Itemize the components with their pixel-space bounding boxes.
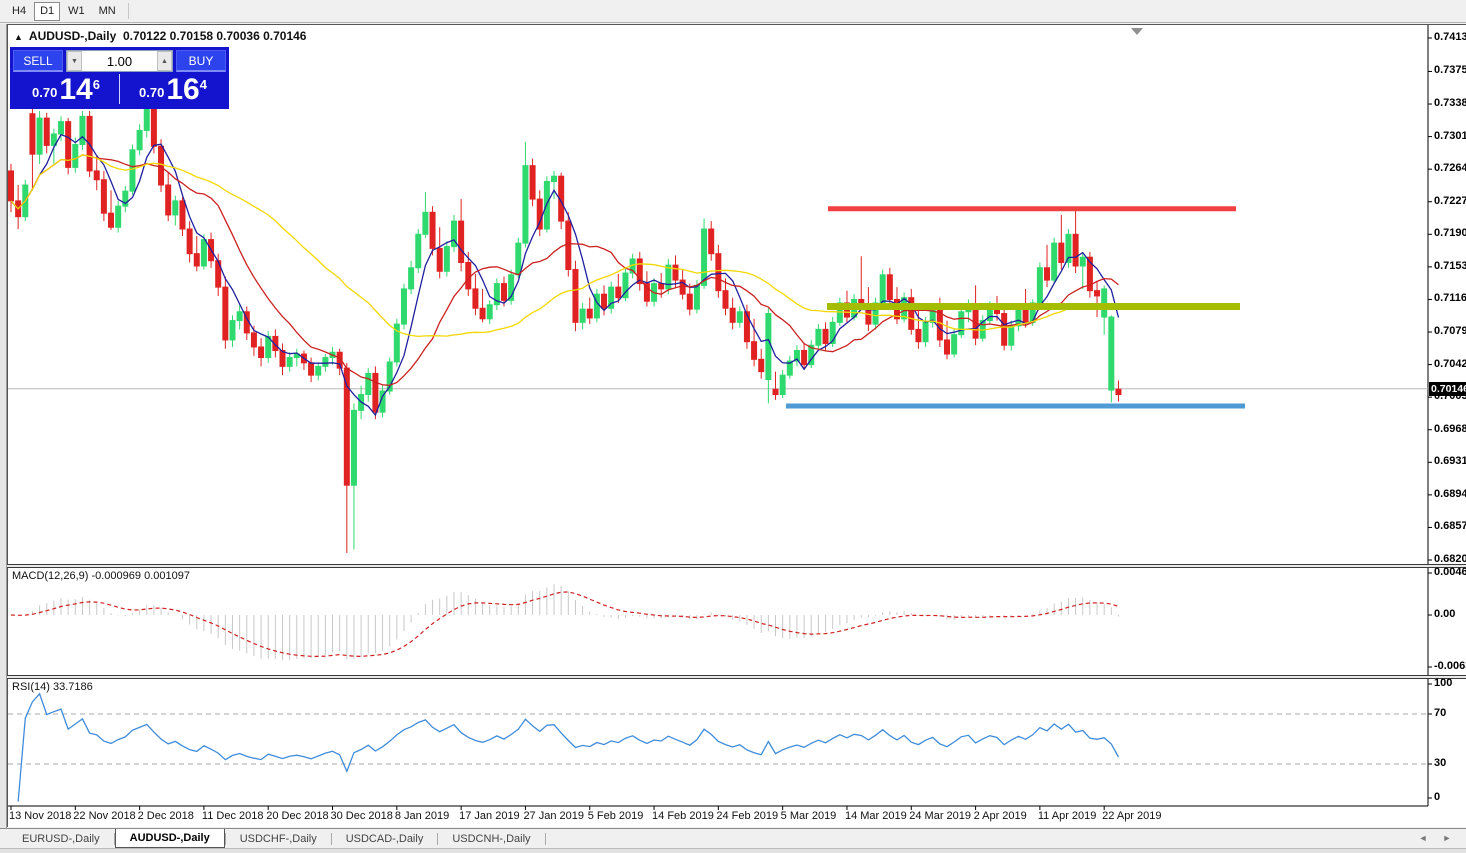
buy-button[interactable]: BUY: [176, 50, 226, 72]
ma-slow-line: [10, 154, 1119, 338]
date-axis-label: 14 Mar 2019: [844, 810, 907, 822]
tab-separator: [437, 832, 439, 845]
chart-tab-usdcad[interactable]: USDCAD-,Daily: [345, 832, 424, 845]
tab-separator: [330, 832, 332, 845]
date-axis-label: 11 Dec 2018: [201, 810, 264, 822]
date-axis-label: 5 Mar 2019: [780, 810, 837, 822]
macd-axis-label: -0.00639: [1434, 660, 1466, 672]
buy-price-main: 16: [166, 73, 200, 106]
timeframe-button-h4[interactable]: H4: [6, 2, 32, 21]
macd-histogram: [17, 584, 1119, 661]
date-axis-label: 30 Dec 2018: [330, 810, 393, 822]
chart-tab-usdchf[interactable]: USDCHF-,Daily: [239, 832, 317, 845]
tab-separator: [113, 832, 115, 845]
date-axis-label: 14 Feb 2019: [652, 810, 714, 822]
status-strip: [0, 848, 1466, 853]
price-chart-canvas[interactable]: [0, 0, 1466, 828]
rsi-axis-label: 0: [1434, 791, 1441, 803]
volume-decrease-icon[interactable]: ▼: [67, 51, 82, 71]
macd-label: MACD(12,26,9) -0.000969 0.001097: [12, 570, 190, 582]
buy-price-pip: 4: [199, 77, 207, 92]
price-divider: [119, 74, 120, 104]
rsi-axis-label: 100: [1434, 677, 1453, 689]
ohlc-values: 0.70122 0.70158 0.70036 0.70146: [122, 29, 307, 43]
timeframe-button-w1[interactable]: W1: [62, 2, 91, 21]
sell-price-prefix: 0.70: [32, 85, 58, 100]
rsi-pane-splitter[interactable]: [7, 675, 1466, 679]
window-left-edge: [0, 24, 7, 853]
sell-button[interactable]: SELL: [13, 50, 63, 72]
date-axis-label: 27 Jan 2019: [523, 810, 584, 822]
candles-layer: [8, 102, 1122, 553]
ma-fast-line: [10, 133, 1120, 417]
ma-mid-line: [10, 154, 1119, 387]
macd-pane-splitter[interactable]: [7, 564, 1466, 568]
sell-price-pip: 6: [92, 77, 100, 92]
tab-separator: [544, 832, 546, 845]
buy-price[interactable]: 0.70 16 4: [120, 72, 226, 106]
date-axis-label: 2 Apr 2019: [973, 810, 1027, 822]
toolbar-separator: [127, 3, 129, 19]
date-axis-label: 17 Jan 2019: [459, 810, 520, 822]
buy-price-prefix: 0.70: [139, 85, 165, 100]
symbol-period-label: AUDUSD-,Daily: [28, 29, 117, 43]
rsi-axis-label: 70: [1434, 707, 1447, 719]
macd-signal-line: [10, 591, 1119, 658]
date-axis-label: 20 Dec 2018: [266, 810, 329, 822]
timeframe-button-d1[interactable]: D1: [34, 1, 61, 21]
date-axis-label: 11 Apr 2019: [1037, 810, 1097, 822]
chart-tab-eurusd[interactable]: EURUSD-,Daily: [22, 832, 100, 845]
volume-increase-icon[interactable]: ▲: [157, 51, 172, 71]
one-click-trading-panel: SELL ▼ 1.00 ▲ BUY 0.70 14 6 0.70 16 4: [10, 47, 229, 109]
macd-axis-label: 0.00: [1434, 608, 1456, 620]
rsi-axis-label: 30: [1434, 757, 1447, 769]
date-axis-label: 22 Nov 2018: [73, 810, 136, 822]
sell-price-main: 14: [59, 73, 93, 106]
chart-client-area[interactable]: [7, 24, 1466, 827]
volume-stepper[interactable]: ▼ 1.00 ▲: [66, 50, 173, 72]
date-axis-label: 8 Jan 2019: [394, 810, 450, 822]
date-axis-label: 2 Dec 2018: [137, 810, 194, 822]
chart-shift-icon[interactable]: [1131, 28, 1143, 35]
bid-price-tag: 0.70146: [1429, 382, 1466, 396]
volume-field[interactable]: 1.00: [106, 53, 133, 69]
date-axis-label: 13 Nov 2018: [9, 810, 72, 822]
date-axis-label: 24 Mar 2019: [909, 810, 972, 822]
macd-axis-label: 0.004694: [1434, 566, 1466, 578]
tab-separator: [224, 832, 226, 845]
timeframe-toolbar: H4 D1 W1 MN: [0, 0, 1466, 23]
sell-price[interactable]: 0.70 14 6: [13, 72, 119, 106]
tabs-scroll-right-icon[interactable]: ►: [1442, 833, 1452, 843]
date-axis-label: 5 Feb 2019: [587, 810, 644, 822]
symbol-tab-bar: EURUSD-,Daily AUDUSD-,Daily USDCHF-,Daily U…: [0, 828, 1466, 848]
timeframe-button-mn[interactable]: MN: [93, 2, 122, 21]
tabs-scroll-left-icon[interactable]: ◄: [1418, 833, 1428, 843]
chart-tab-audusd[interactable]: AUDUSD-,Daily: [114, 829, 225, 848]
date-axis-label: 24 Feb 2019: [716, 810, 779, 822]
collapse-panel-icon[interactable]: ▲: [14, 32, 23, 42]
chart-title: ▲ AUDUSD-,Daily 0.70122 0.70158 0.70036 0…: [14, 29, 306, 43]
rsi-line: [17, 692, 1120, 802]
date-axis-label: 22 Apr 2019: [1102, 810, 1162, 822]
chart-tab-usdcnh[interactable]: USDCNH-,Daily: [452, 832, 531, 845]
rsi-label: RSI(14) 33.7186: [12, 681, 93, 693]
